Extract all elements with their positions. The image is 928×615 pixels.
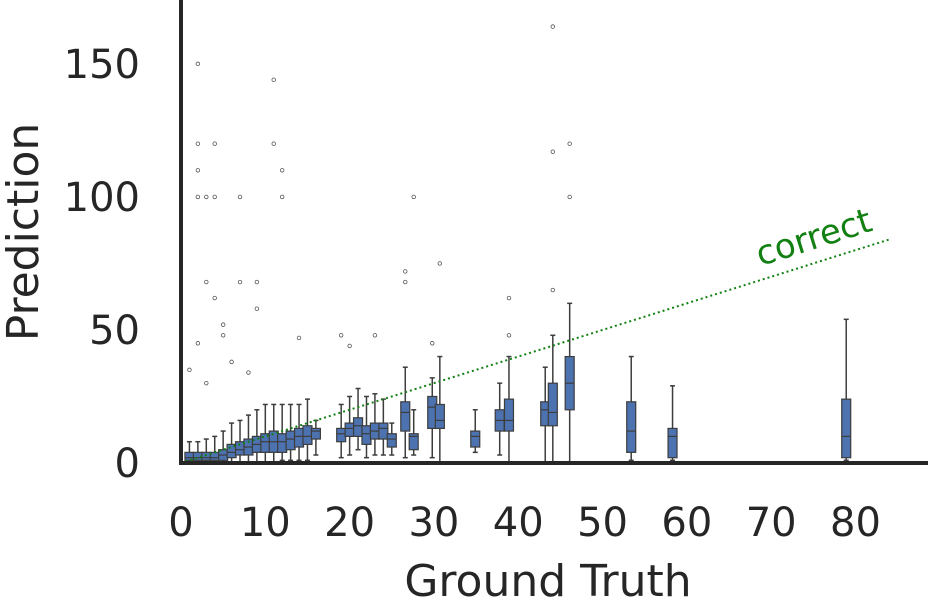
box	[310, 427, 321, 440]
outlier	[296, 335, 302, 341]
box	[302, 425, 313, 445]
outlier	[567, 194, 572, 200]
box	[408, 433, 419, 451]
box	[336, 427, 347, 443]
outlier	[254, 306, 260, 311]
outlier	[212, 194, 217, 200]
outlier	[237, 194, 243, 200]
box	[293, 427, 305, 448]
x-tick-label: 70	[746, 500, 797, 546]
box	[470, 430, 481, 448]
outlier	[271, 77, 276, 83]
reference-line	[180, 238, 890, 464]
outlier	[237, 279, 243, 285]
outlier	[372, 333, 378, 338]
x-tick-label: 80	[830, 500, 881, 546]
x-tick-label: 0	[168, 500, 193, 546]
outlier	[279, 168, 285, 173]
outlier	[204, 279, 209, 285]
outlier	[220, 322, 226, 327]
outlier	[437, 261, 443, 266]
box	[201, 451, 212, 461]
box	[277, 433, 288, 453]
box	[434, 403, 445, 430]
outlier	[195, 341, 201, 346]
outlier	[550, 287, 556, 293]
outlier	[195, 141, 201, 146]
x-axis-label: Ground Truth	[404, 556, 691, 607]
outlier	[246, 370, 251, 375]
outlier	[204, 194, 209, 200]
outlier	[220, 333, 226, 338]
y-tick-label: 100	[64, 175, 140, 221]
x-tick-label: 30	[408, 500, 459, 546]
outlier	[279, 194, 285, 200]
box	[400, 401, 411, 432]
outlier	[506, 295, 512, 301]
outlier	[403, 279, 408, 285]
outlier	[271, 141, 276, 146]
box	[209, 451, 220, 461]
outlier	[550, 149, 556, 154]
outlier	[204, 380, 209, 386]
reference-line-label: correct	[751, 201, 877, 275]
x-tick-label: 10	[240, 500, 291, 546]
x-tick-label: 20	[324, 500, 375, 546]
box	[344, 422, 355, 437]
y-axis-label: Prediction	[0, 123, 49, 342]
box	[184, 451, 195, 461]
y-tick-label: 50	[89, 308, 140, 354]
box	[547, 382, 558, 427]
x-tick-label: 50	[577, 500, 628, 546]
box	[361, 425, 372, 445]
outlier	[567, 141, 572, 146]
outlier	[212, 141, 217, 146]
x-tick-label: 60	[661, 500, 712, 546]
outlier	[430, 341, 435, 346]
outlier	[187, 367, 192, 373]
box	[626, 401, 637, 453]
outlier	[195, 168, 201, 173]
box	[841, 398, 852, 459]
y-tick-label: 0	[115, 441, 140, 487]
box	[352, 417, 364, 437]
y-tick-label: 150	[64, 42, 140, 88]
outlier	[254, 279, 260, 285]
box	[285, 430, 296, 451]
outlier	[195, 61, 201, 67]
outlier	[347, 343, 352, 349]
outlier	[411, 194, 416, 200]
box	[386, 433, 397, 448]
outlier	[229, 359, 234, 365]
x-tick-label: 40	[493, 500, 544, 546]
box	[503, 398, 515, 432]
outlier	[506, 333, 512, 338]
outlier	[338, 333, 344, 338]
box	[378, 422, 389, 440]
outlier	[195, 194, 201, 200]
outlier	[212, 295, 217, 301]
box	[667, 427, 678, 459]
outlier	[403, 269, 408, 274]
outlier	[550, 24, 556, 29]
